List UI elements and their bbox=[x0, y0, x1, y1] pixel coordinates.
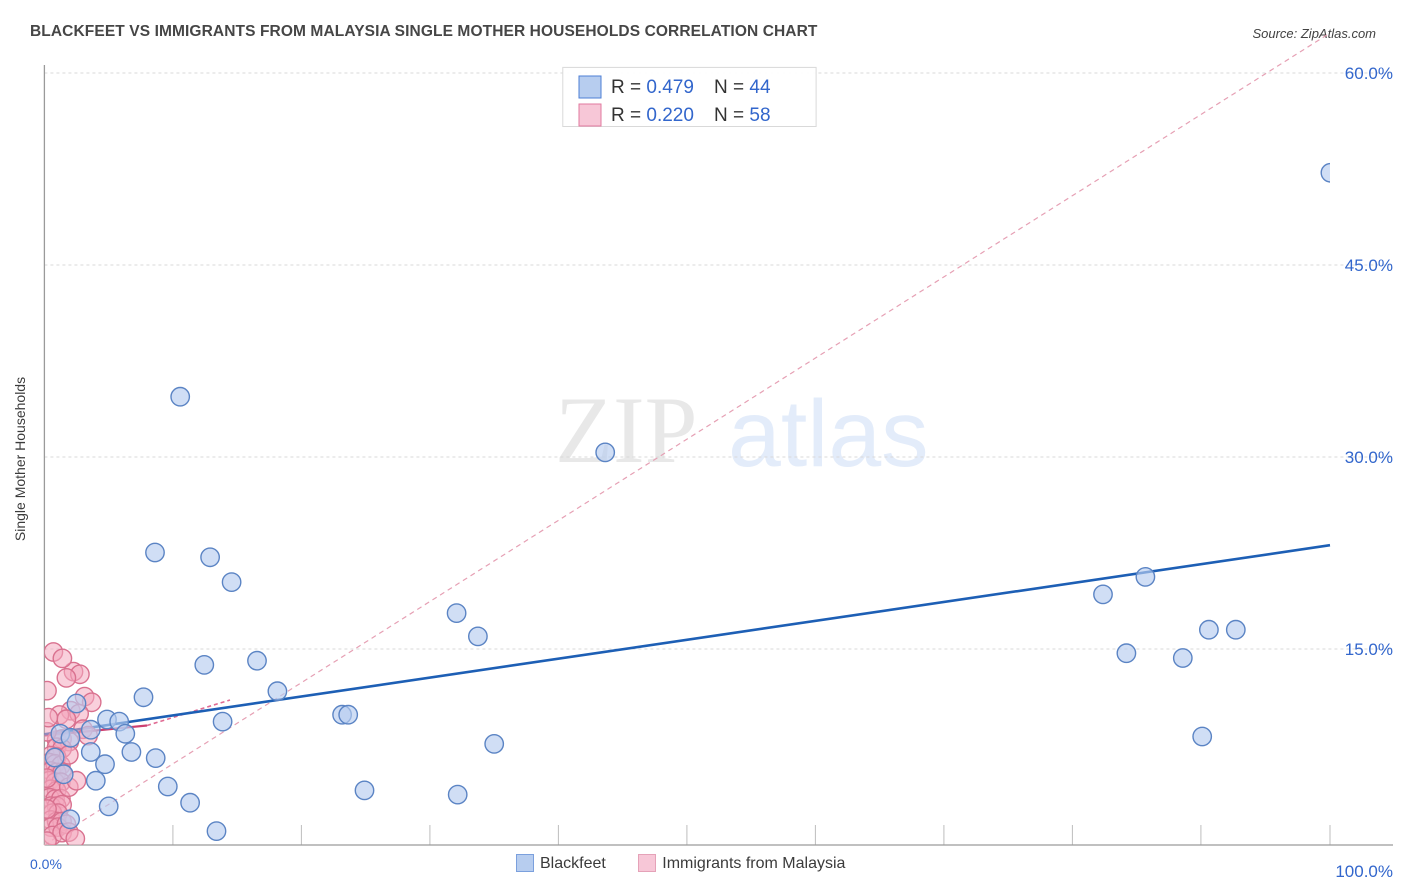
svg-text:100.0%: 100.0% bbox=[1335, 862, 1393, 881]
svg-text:60.0%: 60.0% bbox=[1345, 64, 1393, 83]
svg-text:45.0%: 45.0% bbox=[1345, 256, 1393, 275]
svg-text:15.0%: 15.0% bbox=[1345, 640, 1393, 659]
svg-text:30.0%: 30.0% bbox=[1345, 448, 1393, 467]
